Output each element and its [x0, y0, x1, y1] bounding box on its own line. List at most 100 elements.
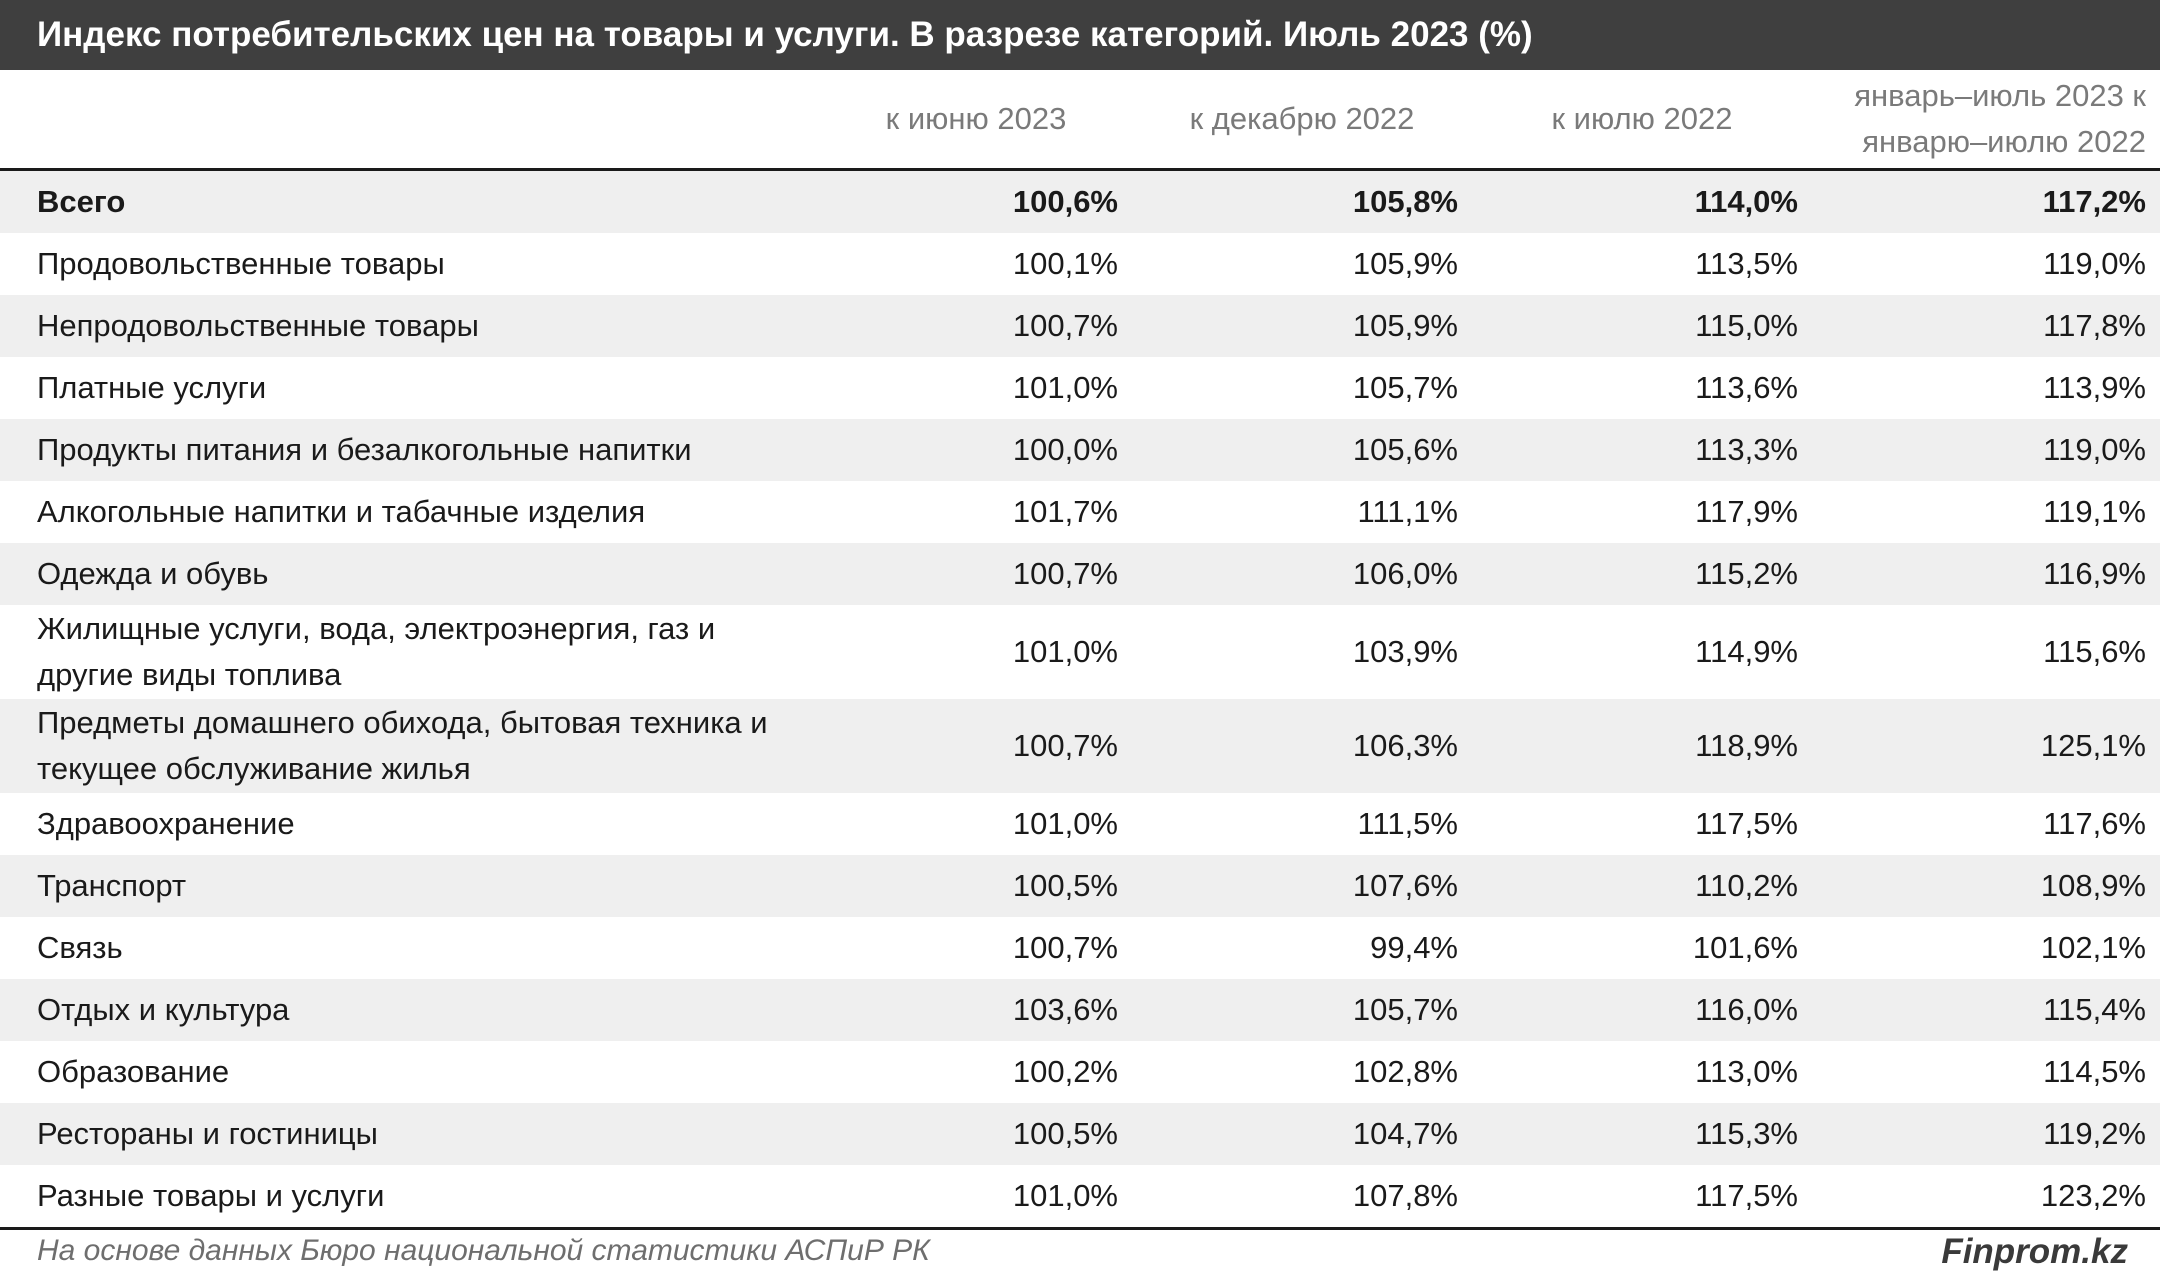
- brand-logo: Finprom.kz: [1941, 1232, 2128, 1271]
- row-category: Алкогольные напитки и табачные изделия: [37, 494, 646, 529]
- row-value: 115,3%: [1472, 1103, 1812, 1165]
- row-value: 100,7%: [820, 543, 1132, 605]
- row-value: 125,1%: [1812, 699, 2160, 793]
- row-category: Здравоохранение: [37, 806, 295, 841]
- row-value: 99,4%: [1370, 930, 1458, 965]
- row-value: 101,0%: [1012, 634, 1118, 669]
- row-value: 100,5%: [820, 1103, 1132, 1165]
- row-value: 100,5%: [820, 855, 1132, 917]
- row-category: Разные товары и услуги: [0, 1165, 820, 1230]
- row-value: 103,6%: [820, 979, 1132, 1041]
- row-value: 115,2%: [1472, 543, 1812, 605]
- column-header: к июлю 2022: [1472, 70, 1812, 171]
- row-value: 107,8%: [1132, 1165, 1472, 1230]
- row-value: 105,8%: [1132, 169, 1472, 233]
- table-row: Продукты питания и безалкогольные напитк…: [0, 419, 2160, 481]
- row-value: 119,1%: [2043, 494, 2146, 529]
- row-value: 102,1%: [2040, 930, 2146, 965]
- row-value: 113,3%: [1472, 419, 1812, 481]
- table-row: Разные товары и услуги 101,0% 107,8% 117,5%…: [0, 1165, 2160, 1230]
- source-note: На основе данных Бюро национальной стати…: [37, 1234, 930, 1267]
- row-value: 119,2%: [1812, 1103, 2160, 1165]
- table-row: Предметы домашнего обихода, бытовая техн…: [0, 699, 2160, 793]
- row-value: 114,0%: [1472, 169, 1812, 233]
- row-value: 116,9%: [1812, 543, 2160, 605]
- row-value: 102,8%: [1352, 1054, 1458, 1089]
- row-value: 108,9%: [1812, 855, 2160, 917]
- row-value: 106,0%: [1132, 543, 1472, 605]
- footer: На основе данных Бюро национальной стати…: [0, 1226, 2160, 1288]
- table-header-row: к июню 2023 к декабрю 2022 к июлю 2022 я…: [0, 70, 2160, 171]
- row-value: 114,9%: [1695, 634, 1798, 669]
- row-value: 100,7%: [1012, 930, 1118, 965]
- table-row: Всего 100,6% 105,8% 114,0% 117,2%: [0, 169, 2160, 233]
- row-category: Платные услуги: [37, 370, 267, 405]
- row-value: 119,0%: [1812, 419, 2160, 481]
- row-category: Отдых и культура: [0, 979, 820, 1041]
- row-value: 115,0%: [1472, 295, 1812, 357]
- row-category: Всего: [0, 169, 820, 233]
- row-value: 105,7%: [1132, 979, 1472, 1041]
- row-category: Образование: [37, 1054, 230, 1089]
- row-value: 105,6%: [1132, 419, 1472, 481]
- row-value: 104,7%: [1132, 1103, 1472, 1165]
- row-category: Предметы домашнего обихода, бытовая техн…: [0, 699, 820, 793]
- row-category: Связь: [37, 930, 123, 965]
- table-row: Образование 100,2% 102,8% 113,0% 114,5%: [0, 1041, 2160, 1103]
- row-value: 113,9%: [2043, 370, 2146, 405]
- row-value: 101,7%: [1012, 494, 1118, 529]
- column-header: к декабрю 2022: [1132, 70, 1472, 171]
- row-value: 123,2%: [1812, 1165, 2160, 1230]
- row-value: 110,2%: [1472, 855, 1812, 917]
- row-category: Одежда и обувь: [0, 543, 820, 605]
- row-value: 117,9%: [1695, 494, 1798, 529]
- row-category: Продовольственные товары: [37, 246, 445, 281]
- row-value: 117,6%: [2043, 806, 2146, 841]
- table-row: Продовольственные товары 100,1% 105,9% 113,…: [0, 233, 2160, 295]
- column-header-category: [0, 70, 820, 171]
- row-value: 114,5%: [2043, 1054, 2146, 1089]
- row-value: 101,0%: [820, 1165, 1132, 1230]
- row-value: 117,5%: [1695, 806, 1798, 841]
- table-row: Одежда и обувь 100,7% 106,0% 115,2% 116,9%: [0, 543, 2160, 605]
- table-row: Непродовольственные товары 100,7% 105,9% 11…: [0, 295, 2160, 357]
- row-value: 105,9%: [1352, 246, 1458, 281]
- row-value: 103,9%: [1352, 634, 1458, 669]
- row-value: 100,0%: [820, 419, 1132, 481]
- table-row: Связь 100,7% 99,4% 101,6% 102,1%: [0, 917, 2160, 979]
- table-row: Жилищные услуги, вода, электроэнергия, г…: [0, 605, 2160, 699]
- table-row: Транспорт 100,5% 107,6% 110,2% 108,9%: [0, 855, 2160, 917]
- column-header: январь–июль 2023 к январю–июлю 2022: [1812, 70, 2160, 171]
- row-value: 100,7%: [820, 295, 1132, 357]
- row-value: 105,9%: [1132, 295, 1472, 357]
- row-value: 118,9%: [1472, 699, 1812, 793]
- row-value: 113,0%: [1695, 1054, 1798, 1089]
- row-value: 113,5%: [1695, 246, 1798, 281]
- row-value: 111,5%: [1357, 806, 1458, 841]
- row-category: Транспорт: [0, 855, 820, 917]
- row-value: 111,1%: [1357, 494, 1458, 529]
- table-row: Алкогольные напитки и табачные изделия 10…: [0, 481, 2160, 543]
- row-category: Рестораны и гостиницы: [0, 1103, 820, 1165]
- cpi-table: к июню 2023 к декабрю 2022 к июлю 2022 я…: [0, 70, 2160, 1230]
- row-value: 100,1%: [1012, 246, 1118, 281]
- table-row: Платные услуги 101,0% 105,7% 113,6% 113,9%: [0, 357, 2160, 419]
- row-value: 106,3%: [1132, 699, 1472, 793]
- row-value: 100,6%: [820, 169, 1132, 233]
- row-category: Жилищные услуги, вода, электроэнергия, г…: [37, 611, 716, 692]
- row-value: 101,0%: [1012, 370, 1118, 405]
- row-value: 117,8%: [1812, 295, 2160, 357]
- row-value: 117,2%: [1812, 169, 2160, 233]
- row-value: 116,0%: [1472, 979, 1812, 1041]
- row-value: 100,7%: [820, 699, 1132, 793]
- row-value: 100,2%: [1012, 1054, 1118, 1089]
- row-value: 105,7%: [1352, 370, 1458, 405]
- row-value: 119,0%: [2043, 246, 2146, 281]
- row-value: 117,5%: [1472, 1165, 1812, 1230]
- row-value: 101,6%: [1692, 930, 1798, 965]
- row-value: 107,6%: [1132, 855, 1472, 917]
- row-value: 115,4%: [1812, 979, 2160, 1041]
- table-row: Отдых и культура 103,6% 105,7% 116,0% 115,4%: [0, 979, 2160, 1041]
- row-category: Непродовольственные товары: [0, 295, 820, 357]
